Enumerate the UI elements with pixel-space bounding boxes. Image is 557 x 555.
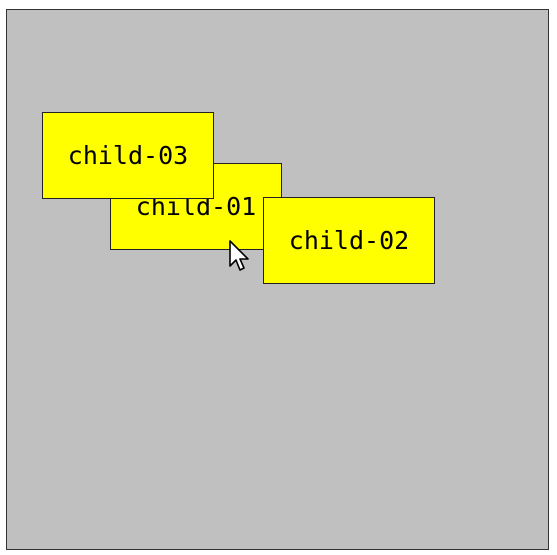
drag-container: child-01 child-02 child-03 [6, 9, 549, 550]
draggable-child-03[interactable]: child-03 [42, 112, 214, 199]
draggable-child-02[interactable]: child-02 [263, 197, 435, 284]
